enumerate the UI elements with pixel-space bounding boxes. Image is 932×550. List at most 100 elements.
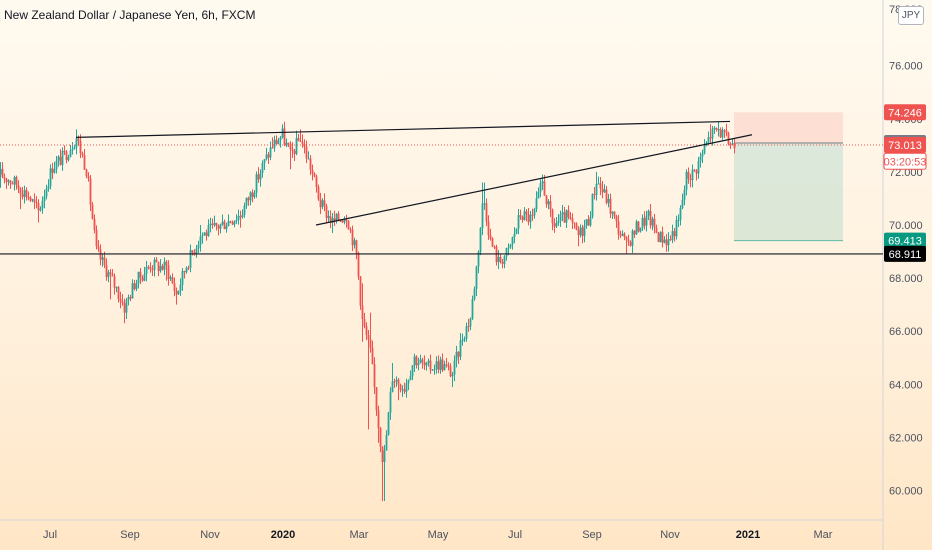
candle	[321, 198, 324, 210]
candle	[133, 279, 136, 291]
candle-body	[521, 216, 524, 220]
candle	[7, 179, 10, 186]
candle-body	[121, 301, 124, 304]
candle-body	[561, 212, 564, 215]
candle	[495, 244, 498, 266]
candle	[361, 283, 364, 342]
candle	[639, 227, 642, 233]
candle-body	[0, 168, 2, 175]
candle-body	[623, 233, 626, 237]
candle	[329, 210, 332, 229]
candle	[85, 168, 88, 179]
x-tick-label: May	[428, 529, 449, 541]
candle-body	[267, 154, 270, 158]
candle	[529, 210, 532, 229]
candle-body	[253, 192, 256, 198]
candle	[647, 209, 650, 221]
candle	[231, 220, 234, 225]
candle-body	[439, 359, 442, 370]
candle	[199, 225, 202, 252]
y-tick-label: 60.000	[889, 486, 923, 498]
candle	[725, 123, 728, 137]
candle	[391, 363, 394, 393]
candle	[441, 353, 444, 372]
candle-body	[65, 151, 68, 161]
candle-body	[721, 130, 724, 138]
candle-body	[217, 226, 220, 229]
candle-body	[77, 138, 80, 141]
candle-body	[329, 216, 332, 223]
candle-body	[317, 187, 320, 200]
candle	[45, 184, 48, 200]
candle-body	[1, 168, 4, 178]
candle-body	[383, 450, 386, 463]
y-tick-label: 66.000	[889, 326, 923, 338]
candle	[501, 258, 504, 269]
candle-body	[671, 231, 674, 240]
candle	[625, 236, 628, 255]
candle-body	[227, 221, 230, 227]
candle-body	[109, 272, 112, 275]
candle-body	[563, 212, 566, 223]
candle	[395, 376, 398, 387]
candle	[41, 196, 44, 214]
candle	[327, 210, 330, 222]
candle	[631, 229, 634, 254]
candle	[703, 139, 706, 155]
candle-body	[585, 219, 588, 226]
price-badge-last-price: 73.013	[884, 137, 926, 154]
candle	[355, 239, 358, 260]
candle-body	[219, 224, 222, 229]
candle-body	[491, 238, 494, 247]
candle	[289, 141, 292, 170]
candle	[65, 149, 68, 164]
candle-body	[497, 256, 500, 263]
currency-button[interactable]: JPY	[898, 6, 924, 25]
candle-body	[73, 147, 76, 150]
candle-body	[27, 197, 30, 199]
candle	[307, 151, 310, 160]
y-tick-label: 76.000	[889, 61, 923, 73]
candle-body	[21, 194, 24, 197]
candle-body	[701, 153, 704, 157]
candle	[447, 362, 450, 371]
badge-label: 68.911	[889, 249, 922, 261]
candle-body	[57, 156, 60, 161]
candle	[583, 219, 586, 243]
candle-body	[475, 266, 478, 289]
candle	[303, 139, 306, 154]
candle	[597, 176, 600, 185]
x-tick-label: Jul	[43, 529, 57, 541]
candle	[431, 369, 434, 371]
candle	[171, 273, 174, 284]
candle-body	[193, 252, 196, 254]
candle-body	[71, 149, 74, 151]
candle	[143, 266, 146, 282]
candle	[113, 273, 116, 295]
candle-body	[203, 232, 206, 236]
candle	[269, 141, 272, 161]
candle-body	[145, 266, 148, 275]
candle-body	[587, 219, 590, 226]
chart-title: New Zealand Dollar / Japanese Yen, 6h, F…	[4, 8, 256, 22]
candle-body	[659, 231, 662, 243]
candle	[341, 219, 344, 224]
candle-body	[437, 361, 440, 370]
candle-body	[635, 221, 638, 235]
candle-body	[595, 183, 598, 195]
badge-label: 69.413	[888, 236, 922, 248]
candle	[203, 232, 206, 236]
candle-body	[117, 287, 120, 299]
candle	[551, 208, 554, 231]
candle	[177, 290, 180, 296]
candle	[661, 226, 664, 248]
candle	[571, 213, 574, 230]
candle	[733, 138, 736, 154]
candle	[123, 298, 126, 324]
candle-body	[639, 227, 642, 232]
candle-body	[151, 269, 154, 271]
y-tick-label: 64.000	[889, 379, 923, 391]
candle-body	[517, 215, 520, 229]
candle	[541, 174, 544, 191]
